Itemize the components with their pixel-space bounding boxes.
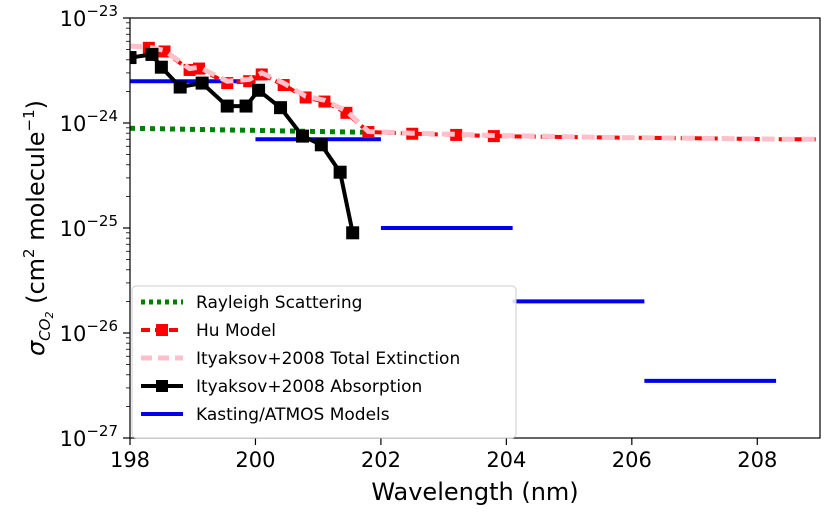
y-tick-label: 10−24 [60, 107, 118, 136]
series-layer [130, 41, 820, 383]
y-axis-label: σCO2 (cm2 molecule−1) [20, 100, 56, 356]
series-ityaksov-abs-marker [274, 101, 288, 115]
legend-marker-ityaksov-abs [156, 380, 168, 392]
series-rayleigh-line [130, 125, 369, 135]
y-label-mol-exp: −1 [20, 109, 38, 131]
series-ityaksov-abs-marker [239, 99, 253, 113]
legend-label-ityaksov-ext: Ityaksov+2008 Total Extinction [196, 349, 460, 369]
legend-label-hu: Hu Model [196, 321, 276, 341]
legend-box [131, 285, 517, 439]
y-tick-label: 10−23 [60, 2, 118, 31]
x-tick-label: 200 [235, 448, 275, 472]
legend-label-kasting: Kasting/ATMOS Models [196, 405, 390, 425]
legend-label-rayleigh: Rayleigh Scattering [196, 293, 362, 313]
y-label-units-mid: molecule [22, 131, 50, 248]
x-tick-label: 204 [486, 448, 526, 472]
y-label-units-open: (cm [22, 258, 50, 312]
y-tick-label: 10−27 [60, 422, 118, 451]
series-ityaksov-abs-marker [346, 226, 360, 240]
series-ityaksov-abs-marker [333, 165, 347, 179]
y-label-sigma: σ [22, 340, 50, 356]
x-axis-label: Wavelength (nm) [371, 478, 578, 506]
legend: Rayleigh Scattering Hu Model Ityaksov+20… [131, 285, 517, 439]
y-ticks: 10−23 10−24 10−25 10−26 10−27 [60, 2, 130, 451]
legend-marker-hu [156, 324, 168, 336]
y-label-sub-2: 2 [43, 312, 56, 319]
series-ityaksov-abs-marker [252, 83, 266, 97]
series-ityaksov-abs-marker [296, 129, 309, 143]
legend-label-ityaksov-abs: Ityaksov+2008 Absorption [196, 377, 422, 397]
x-ticks: 198 200 202 204 206 208 [110, 438, 777, 472]
y-label-units-close: ) [22, 100, 50, 109]
y-tick-label: 10−25 [60, 212, 118, 241]
series-ityaksov-abs-marker [145, 47, 159, 61]
series-hu-line [148, 45, 820, 142]
series-ityaksov-abs-marker [195, 76, 209, 90]
y-label-cm-exp: 2 [20, 248, 38, 258]
series-ityaksov-ext-line [130, 43, 820, 142]
x-tick-label: 206 [612, 448, 652, 472]
series-ityaksov-abs-marker [154, 60, 168, 74]
x-tick-label: 208 [737, 448, 777, 472]
x-tick-label: 198 [110, 448, 150, 472]
y-tick-label: 10−26 [60, 317, 118, 346]
y-label-sub-co: CO [36, 318, 54, 340]
series-ityaksov-abs-marker [220, 99, 234, 113]
series-ityaksov-abs-marker [173, 80, 187, 94]
x-tick-label: 202 [361, 448, 401, 472]
series-ityaksov-abs-marker [314, 138, 328, 152]
series-ityaksov-abs-marker [130, 51, 137, 65]
